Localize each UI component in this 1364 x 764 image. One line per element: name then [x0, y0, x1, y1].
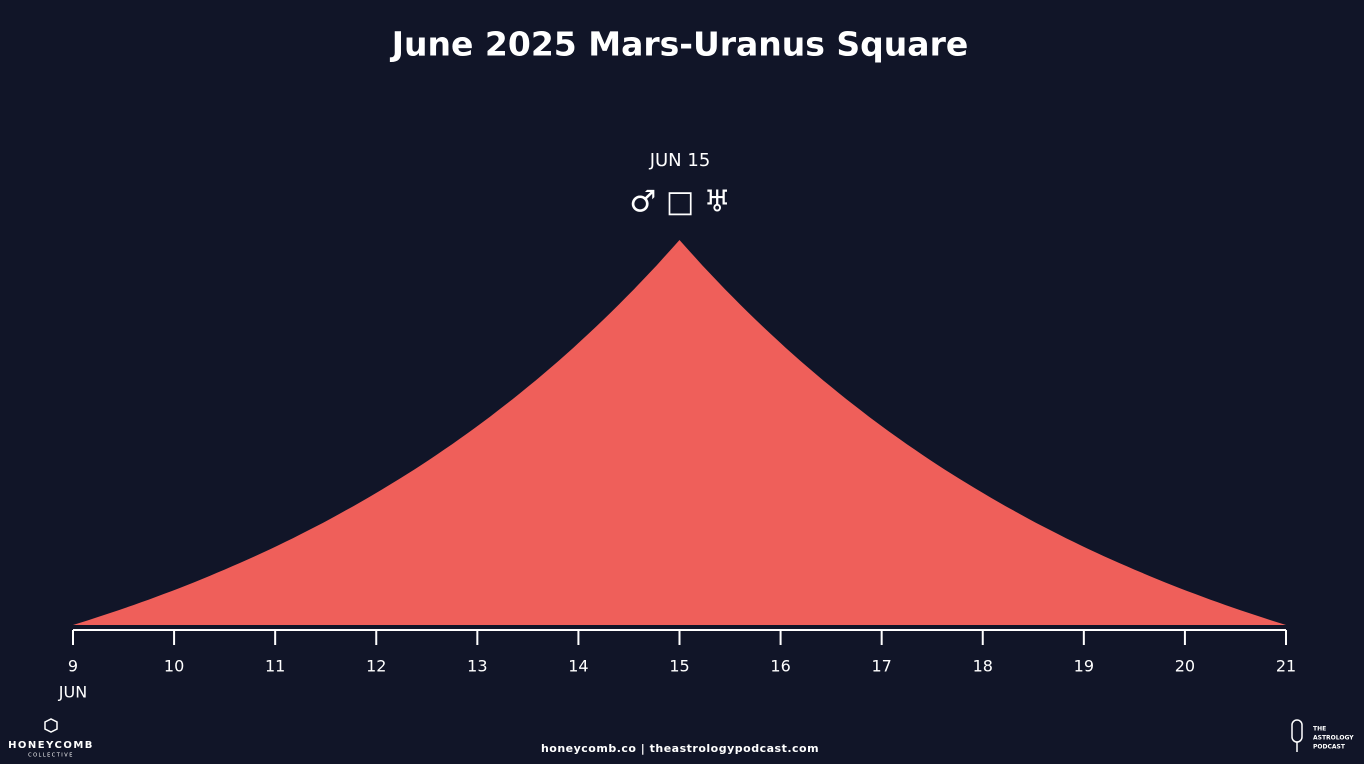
right-logo-line: THE	[1313, 726, 1326, 733]
x-tick-label: 19	[1074, 657, 1094, 676]
footer-links: honeycomb.co | theastrologypodcast.com	[541, 742, 819, 755]
x-tick-label: 9	[68, 657, 78, 676]
x-tick-label: 21	[1276, 657, 1296, 676]
x-tick-label: 15	[669, 657, 689, 676]
x-tick-label: 20	[1175, 657, 1195, 676]
x-axis-label: JUN	[58, 683, 87, 702]
x-tick-label: 18	[973, 657, 993, 676]
x-tick-label: 14	[568, 657, 588, 676]
right-logo-line: ASTROLOGY	[1313, 735, 1354, 742]
x-tick-label: 17	[871, 657, 891, 676]
honeycomb-icon	[44, 718, 58, 733]
x-tick-label: 16	[770, 657, 790, 676]
chart-title: June 2025 Mars-Uranus Square	[390, 25, 968, 64]
x-tick-label: 11	[265, 657, 285, 676]
annotation: JUN 15	[649, 150, 711, 171]
area	[73, 240, 1286, 625]
left-logo-sub: COLLECTIVE	[28, 753, 74, 759]
left-logo-name: HONEYCOMB	[8, 740, 94, 751]
x-tick-label: 12	[366, 657, 386, 676]
aspect-symbols: ♂ □ ♅	[629, 185, 730, 220]
x-tick-label: 10	[164, 657, 184, 676]
x-tick-label: 13	[467, 657, 487, 676]
right-logo-line: PODCAST	[1313, 744, 1346, 751]
